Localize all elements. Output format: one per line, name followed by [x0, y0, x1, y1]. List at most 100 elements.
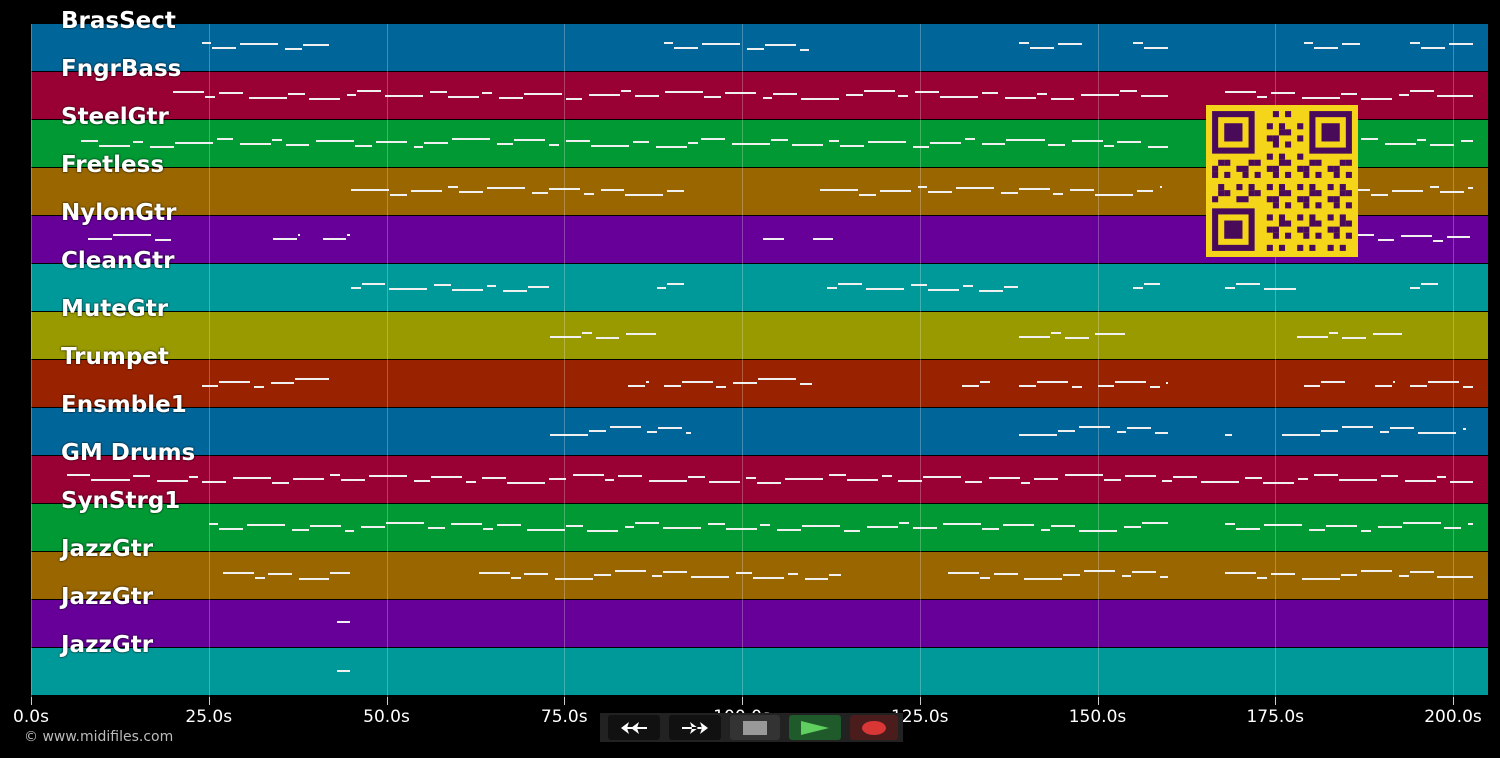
- note: [732, 143, 771, 145]
- rewind-button[interactable]: [608, 715, 660, 740]
- note: [1340, 93, 1358, 95]
- note: [482, 477, 507, 479]
- note: [149, 146, 174, 148]
- note: [708, 481, 740, 483]
- fast-forward-button[interactable]: [669, 715, 721, 740]
- note: [1064, 474, 1103, 476]
- note: [753, 577, 785, 579]
- note: [1019, 385, 1037, 387]
- note: [330, 474, 340, 476]
- note: [845, 94, 863, 96]
- axis-tick-label: 25.0s: [185, 707, 233, 727]
- note: [928, 289, 960, 291]
- note: [1301, 97, 1340, 99]
- note: [1133, 287, 1143, 289]
- track-lane[interactable]: [31, 552, 1488, 600]
- track-lane[interactable]: [31, 264, 1488, 312]
- note: [663, 571, 687, 573]
- note: [590, 145, 629, 147]
- note: [496, 524, 521, 526]
- note: [1094, 194, 1133, 196]
- note: [647, 431, 658, 433]
- note: [1296, 336, 1328, 338]
- note: [757, 378, 796, 380]
- note: [1462, 386, 1473, 388]
- note: [360, 526, 385, 528]
- note: [288, 93, 306, 95]
- note: [346, 94, 357, 96]
- note: [531, 192, 549, 194]
- grid-line: [386, 24, 388, 697]
- note: [368, 475, 407, 477]
- axis-tick-label: 125.0s: [890, 707, 949, 727]
- record-button[interactable]: [850, 715, 898, 740]
- note: [1410, 287, 1420, 289]
- note: [309, 525, 341, 527]
- play-button[interactable]: [789, 715, 841, 740]
- note: [478, 572, 510, 574]
- note: [173, 91, 205, 93]
- note: [843, 530, 861, 532]
- note: [1257, 577, 1268, 579]
- note: [859, 194, 877, 196]
- track-lane[interactable]: [31, 504, 1488, 552]
- note: [1133, 42, 1143, 44]
- note: [133, 475, 151, 477]
- track-lane[interactable]: [31, 408, 1488, 456]
- note: [1079, 426, 1110, 428]
- note: [1270, 92, 1295, 94]
- note: [867, 526, 899, 528]
- note: [1034, 478, 1059, 480]
- axis-tick: [742, 697, 743, 705]
- note: [297, 234, 301, 236]
- note: [716, 386, 727, 388]
- note: [788, 573, 798, 575]
- note: [1071, 386, 1082, 388]
- note: [799, 49, 810, 51]
- track-lane[interactable]: [31, 456, 1488, 504]
- note: [1225, 434, 1232, 436]
- note: [704, 96, 722, 98]
- track-label: Ensmble1: [61, 392, 187, 418]
- note: [550, 434, 589, 436]
- track-lane[interactable]: [31, 312, 1488, 360]
- note: [732, 382, 757, 384]
- note: [1050, 98, 1075, 100]
- note: [427, 527, 445, 529]
- stop-button[interactable]: [730, 715, 780, 740]
- note: [222, 572, 254, 574]
- note: [791, 144, 823, 146]
- note: [565, 98, 583, 100]
- note: [431, 476, 463, 478]
- note: [899, 522, 909, 524]
- note: [882, 475, 892, 477]
- track-label: JazzGtr: [61, 536, 154, 562]
- note: [1225, 91, 1257, 93]
- note: [1433, 240, 1443, 242]
- note: [837, 283, 862, 285]
- note: [390, 194, 407, 196]
- note: [1402, 522, 1441, 524]
- track-label: BrasSect: [61, 8, 176, 34]
- track-lane[interactable]: [31, 600, 1488, 648]
- track-lane[interactable]: [31, 24, 1488, 72]
- note: [1140, 95, 1168, 97]
- note: [254, 386, 264, 388]
- track-lane[interactable]: [31, 648, 1488, 696]
- note: [1019, 336, 1051, 338]
- note: [322, 238, 347, 240]
- note: [1436, 476, 1447, 478]
- note: [1160, 186, 1163, 188]
- note: [879, 190, 911, 192]
- note: [1444, 527, 1462, 529]
- note: [1398, 94, 1409, 96]
- track-lane[interactable]: [31, 360, 1488, 408]
- note: [626, 333, 656, 335]
- axis-tick: [386, 697, 388, 705]
- note: [764, 44, 796, 46]
- note: [483, 528, 493, 530]
- note: [1391, 190, 1423, 192]
- note: [589, 94, 621, 96]
- note: [1372, 333, 1403, 335]
- note: [549, 478, 567, 480]
